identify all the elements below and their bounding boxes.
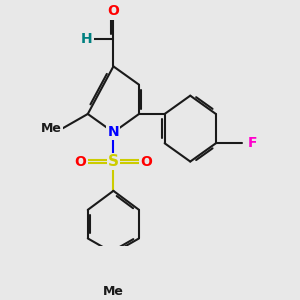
Text: F: F: [248, 136, 258, 150]
Text: O: O: [140, 154, 152, 169]
Text: Me: Me: [103, 284, 124, 298]
Text: O: O: [107, 4, 119, 19]
Text: S: S: [108, 154, 119, 169]
Text: O: O: [74, 154, 86, 169]
Text: H: H: [81, 32, 93, 46]
Text: N: N: [108, 125, 119, 139]
Text: Me: Me: [41, 122, 62, 135]
